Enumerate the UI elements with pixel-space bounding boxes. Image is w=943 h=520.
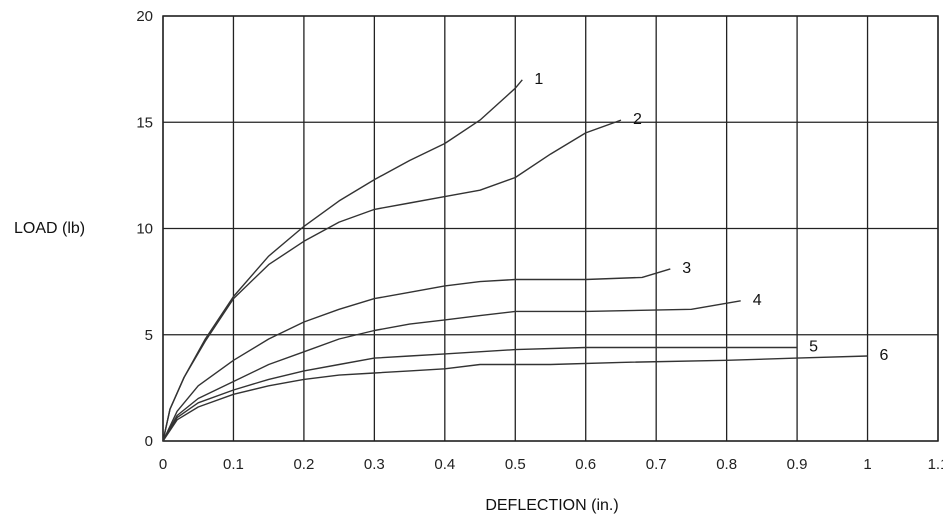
x-tick-label: 0.3: [364, 456, 385, 473]
series-label-1: 1: [534, 71, 543, 88]
y-tick-label: 0: [145, 433, 153, 450]
y-axis-title: LOAD (lb): [14, 220, 85, 237]
tick-labels: 00.10.20.30.40.50.60.70.80.911.105101520: [136, 8, 943, 473]
x-tick-label: 0.1: [223, 456, 244, 473]
series-label-5: 5: [809, 339, 818, 356]
series-lines: 1 2 3 4 5 6: [162, 71, 889, 442]
x-tick-label: 0.8: [716, 456, 737, 473]
x-tick-label: 0.5: [505, 456, 526, 473]
series-line-4: [162, 300, 741, 442]
series-line-6: [162, 355, 868, 442]
y-tick-label: 15: [136, 114, 153, 131]
x-tick-label: 0.9: [787, 456, 808, 473]
x-tick-label: 0.7: [646, 456, 667, 473]
y-tick-label: 5: [145, 327, 153, 344]
series-line-1: [162, 79, 523, 442]
x-tick-label: 1: [863, 456, 871, 473]
series-label-3: 3: [682, 260, 691, 277]
series-line-2: [162, 119, 622, 442]
x-tick-label: 0.4: [434, 456, 455, 473]
y-tick-label: 10: [136, 221, 153, 238]
series-label-2: 2: [633, 111, 642, 128]
x-tick-label: 0.2: [293, 456, 314, 473]
series-line-5: [162, 346, 798, 442]
x-tick-label: 0: [159, 456, 167, 473]
y-tick-label: 20: [136, 8, 153, 25]
grid: [162, 15, 939, 442]
series-label-4: 4: [753, 292, 762, 309]
series-line-3: [162, 268, 671, 442]
series-label-6: 6: [880, 347, 889, 364]
x-tick-label: 0.6: [575, 456, 596, 473]
x-axis-title: DEFLECTION (in.): [485, 497, 618, 514]
plot-frame: [162, 15, 939, 442]
x-tick-label: 1.1: [928, 456, 943, 473]
